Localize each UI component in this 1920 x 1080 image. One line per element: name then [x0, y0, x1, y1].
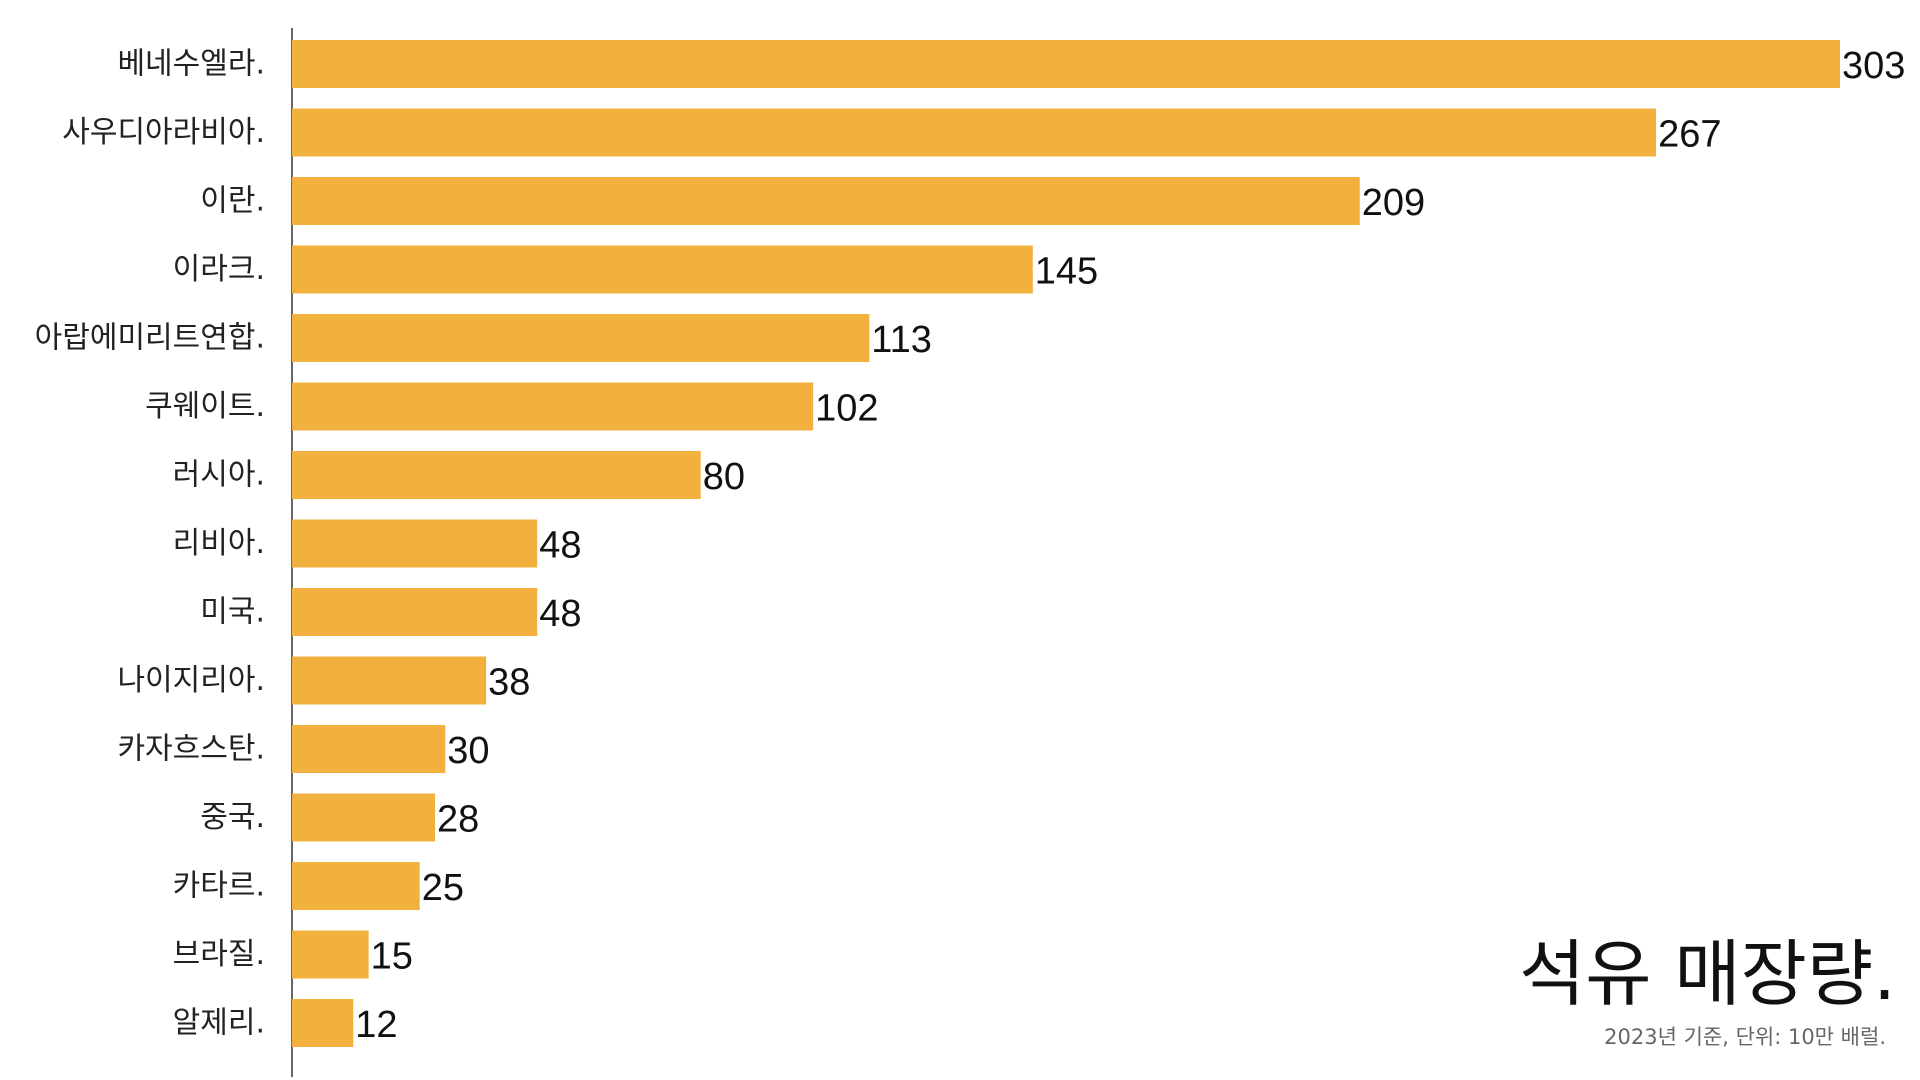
- bar: [292, 725, 446, 773]
- category-label: 리비아.: [173, 526, 265, 561]
- bar: [292, 177, 1360, 225]
- value-label: 30: [447, 730, 489, 772]
- category-label: 중국.: [200, 800, 265, 835]
- value-label: 145: [1035, 251, 1098, 293]
- bar: [292, 108, 1657, 157]
- bar: [292, 656, 487, 705]
- value-label: 48: [539, 525, 581, 567]
- category-label: 러시아.: [173, 458, 265, 493]
- bar: [292, 382, 814, 431]
- category-label: 베네수엘라.: [117, 47, 265, 82]
- value-label: 303: [1842, 45, 1905, 87]
- category-label: 쿠웨이트.: [145, 389, 265, 424]
- value-label: 102: [815, 388, 878, 430]
- value-label: 209: [1362, 182, 1425, 224]
- bar: [292, 588, 538, 636]
- value-label: 267: [1658, 114, 1721, 156]
- category-label: 이라크.: [173, 252, 265, 287]
- category-label: 사우디아라비아.: [62, 115, 265, 150]
- value-label: 38: [488, 662, 530, 704]
- category-label: 아랍에미리트연합.: [35, 321, 265, 356]
- bar: [292, 451, 701, 499]
- bar: [292, 40, 1840, 88]
- bar: [292, 999, 354, 1047]
- bar: [292, 930, 369, 979]
- chart-subtitle: 2023년 기준, 단위: 10만 배럴.: [1604, 1025, 1886, 1049]
- value-label: 113: [871, 319, 932, 361]
- value-label: 25: [422, 867, 464, 909]
- value-label: 15: [371, 936, 413, 978]
- category-label: 알제리.: [173, 1006, 265, 1041]
- category-label: 카자흐스탄.: [117, 732, 265, 767]
- category-label: 미국.: [200, 595, 265, 630]
- category-label: 브라질.: [173, 937, 265, 972]
- bar: [292, 862, 420, 910]
- value-label: 80: [703, 456, 745, 498]
- category-label: 나이지리아.: [117, 663, 265, 698]
- category-label: 이란.: [200, 184, 265, 219]
- value-label: 12: [355, 1004, 397, 1046]
- chart-title: 석유 매장량.: [1519, 932, 1896, 1016]
- category-label: 카타르.: [173, 869, 265, 904]
- bar: [292, 793, 436, 842]
- value-label: 48: [539, 593, 581, 635]
- bar: [292, 519, 538, 568]
- bar: [292, 245, 1033, 294]
- value-label: 28: [437, 799, 479, 841]
- bar: [292, 314, 870, 362]
